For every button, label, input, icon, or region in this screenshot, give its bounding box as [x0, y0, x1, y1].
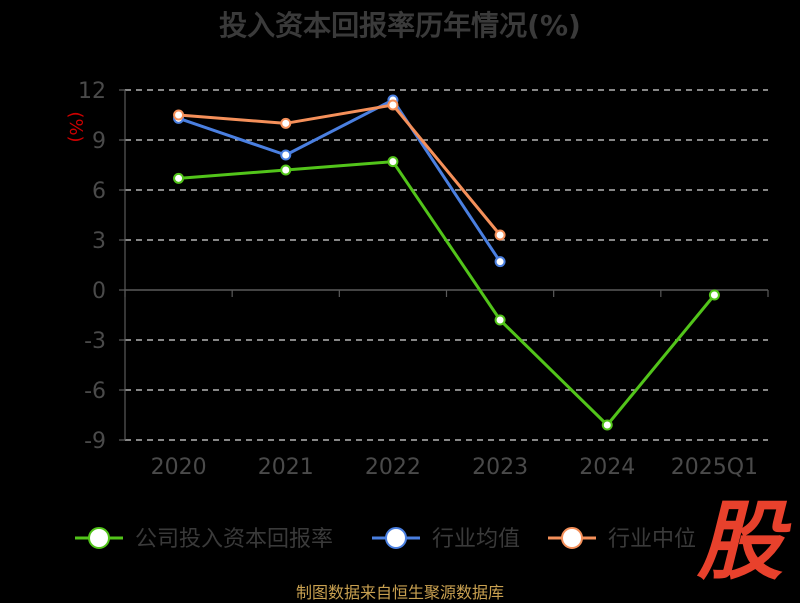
series-1-point — [494, 314, 506, 326]
legend-label-2: 行业均值 — [432, 527, 520, 552]
data-source-note: 制图数据来自恒生聚源数据库 — [295, 583, 504, 602]
y-tick-label: 3 — [92, 229, 106, 254]
series-1-point — [387, 156, 399, 168]
chart-title: 投入资本回报率历年情况(%) — [219, 9, 581, 42]
series-line-2 — [178, 98, 502, 263]
series-1-point — [173, 172, 185, 184]
x-tick-label: 2023 — [472, 455, 528, 480]
x-tick-label: 2021 — [258, 455, 314, 480]
legend-marker-1 — [88, 527, 110, 549]
grid-lines — [125, 89, 768, 441]
series-1-point — [280, 164, 292, 176]
series-3-point — [494, 229, 506, 241]
series-2-point — [494, 256, 506, 268]
series-1-point — [601, 419, 613, 431]
series-3-point — [387, 99, 399, 111]
y-tick-label: 9 — [92, 129, 106, 154]
series-group — [173, 94, 720, 431]
y-tick-label: 12 — [78, 79, 106, 104]
x-axis: 2020 2021 2022 2023 2024 2025Q1 — [124, 290, 769, 480]
series-1-point — [708, 289, 720, 301]
x-tick-label: 2025Q1 — [671, 455, 758, 480]
legend-label-3: 行业中位 — [608, 527, 696, 552]
series-2-point — [280, 149, 292, 161]
x-tick-label: 2022 — [365, 455, 421, 480]
y-tick-label: -6 — [84, 379, 106, 404]
legend-label-1: 公司投入资本回报率 — [135, 527, 333, 552]
legend-marker-2 — [385, 527, 407, 549]
y-tick-label: 6 — [92, 179, 106, 204]
legend-marker-3 — [561, 527, 583, 549]
y-tick-label: -9 — [84, 429, 106, 454]
y-tick-label: -3 — [84, 329, 106, 354]
logo-mark: 股 — [697, 492, 783, 592]
y-axis-label: (%) — [65, 111, 86, 142]
legend: 公司投入资本回报率 行业均值 行业中位 — [75, 527, 696, 552]
y-tick-label: 0 — [92, 279, 106, 304]
x-tick-label: 2020 — [151, 455, 207, 480]
y-axis: 12 9 6 3 0 -3 -6 -9 (%) — [65, 79, 126, 454]
x-tick-label: 2024 — [579, 455, 635, 480]
series-line-3 — [178, 103, 502, 236]
series-line-1 — [178, 160, 716, 427]
series-3-point — [280, 117, 292, 129]
series-3-point — [173, 109, 185, 121]
